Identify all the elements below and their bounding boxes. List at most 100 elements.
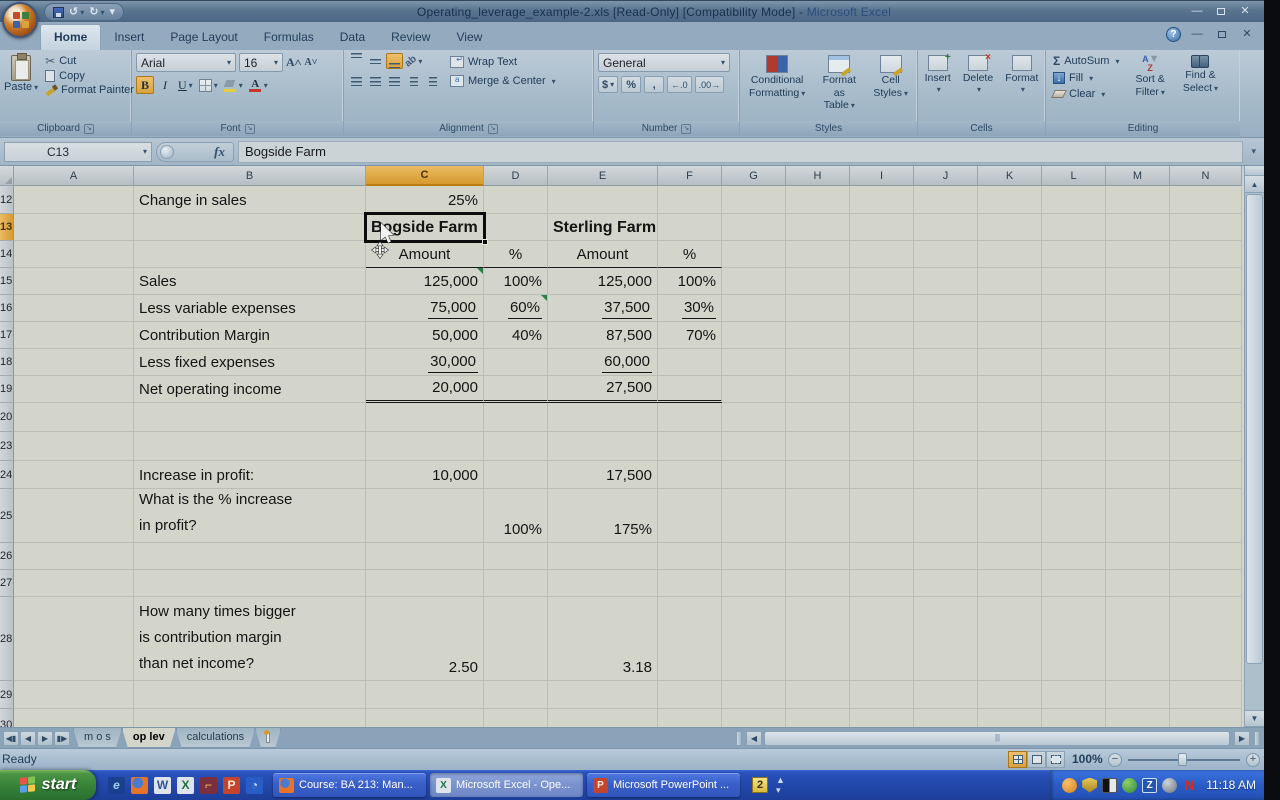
first-sheet-icon[interactable]: ◀▮	[3, 731, 19, 746]
cell-J16[interactable]	[914, 295, 978, 322]
cell-B27[interactable]	[134, 570, 366, 597]
cell-H23[interactable]	[786, 432, 850, 461]
cell-N23[interactable]	[1170, 432, 1242, 461]
cell-D27[interactable]	[484, 570, 548, 597]
cell-H20[interactable]	[786, 403, 850, 432]
row-header-24[interactable]: 24	[0, 461, 14, 489]
cell-M18[interactable]	[1106, 349, 1170, 376]
cell-G30[interactable]	[722, 709, 786, 727]
cell-F15[interactable]: 100%	[658, 268, 722, 295]
cell-D25[interactable]: 100%	[484, 489, 548, 543]
cell-B18[interactable]: Less fixed expenses	[134, 349, 366, 376]
align-top-icon[interactable]	[348, 53, 365, 69]
row-header-18[interactable]: 18	[0, 349, 14, 376]
align-bottom-icon[interactable]	[386, 53, 403, 69]
cell-E24[interactable]: 17,500	[548, 461, 658, 489]
help-icon[interactable]: ?	[1166, 27, 1181, 42]
column-header-K[interactable]: K	[978, 166, 1042, 186]
cell-A12[interactable]	[14, 186, 134, 214]
cell-H17[interactable]	[786, 322, 850, 349]
font-color-button[interactable]: A ▾	[247, 76, 270, 94]
cell-M14[interactable]	[1106, 241, 1170, 268]
cell-E26[interactable]	[548, 543, 658, 570]
cell-D19[interactable]	[484, 376, 548, 403]
row-header-13[interactable]: 13	[0, 214, 14, 241]
cell-B15[interactable]: Sales	[134, 268, 366, 295]
cell-G28[interactable]	[722, 597, 786, 681]
cell-F24[interactable]	[658, 461, 722, 489]
cell-I26[interactable]	[850, 543, 914, 570]
cell-H27[interactable]	[786, 570, 850, 597]
cell-M27[interactable]	[1106, 570, 1170, 597]
cell-F25[interactable]	[658, 489, 722, 543]
customize-qat-icon[interactable]: ▾	[109, 7, 115, 18]
cell-I18[interactable]	[850, 349, 914, 376]
cell-A16[interactable]	[14, 295, 134, 322]
tab-split-resizer[interactable]	[1254, 731, 1260, 746]
horizontal-scroll-thumb[interactable]	[764, 731, 1230, 746]
cell-M17[interactable]	[1106, 322, 1170, 349]
cell-N15[interactable]	[1170, 268, 1242, 295]
cell-L12[interactable]	[1042, 186, 1106, 214]
hide-tray-icons-chevron-icon[interactable]: ▲ ▾	[776, 775, 785, 796]
cell-F18[interactable]	[658, 349, 722, 376]
cell-C26[interactable]	[366, 543, 484, 570]
cell-D14[interactable]: %	[484, 241, 548, 268]
scroll-down-icon[interactable]: ▼	[1245, 710, 1264, 727]
cell-C25[interactable]	[366, 489, 484, 543]
cell-D29[interactable]	[484, 681, 548, 709]
cell-G14[interactable]	[722, 241, 786, 268]
quick-launch-ie-icon[interactable]: e	[108, 777, 125, 794]
column-header-B[interactable]: B	[134, 166, 366, 186]
cell-C27[interactable]	[366, 570, 484, 597]
comma-format-icon[interactable]: ,	[644, 76, 664, 93]
cell-K15[interactable]	[978, 268, 1042, 295]
paste-button[interactable]: Paste▾	[4, 53, 38, 121]
cell-H24[interactable]	[786, 461, 850, 489]
workbook-restore-button[interactable]	[1213, 28, 1231, 42]
java-update-icon[interactable]: 2	[752, 777, 768, 793]
cell-A14[interactable]	[14, 241, 134, 268]
cell-N24[interactable]	[1170, 461, 1242, 489]
office-button[interactable]	[2, 2, 38, 38]
cell-N30[interactable]	[1170, 709, 1242, 727]
clear-button[interactable]: Clear▾	[1050, 87, 1122, 101]
cell-K30[interactable]	[978, 709, 1042, 727]
cell-G16[interactable]	[722, 295, 786, 322]
cell-K19[interactable]	[978, 376, 1042, 403]
cell-N26[interactable]	[1170, 543, 1242, 570]
cell-K16[interactable]	[978, 295, 1042, 322]
cell-E30[interactable]	[548, 709, 658, 727]
cell-N17[interactable]	[1170, 322, 1242, 349]
cell-A13[interactable]	[14, 214, 134, 241]
cell-B23[interactable]	[134, 432, 366, 461]
cell-E23[interactable]	[548, 432, 658, 461]
row-header-23[interactable]: 23	[0, 432, 14, 461]
cell-H18[interactable]	[786, 349, 850, 376]
cell-C17[interactable]: 50,000	[366, 322, 484, 349]
cell-G17[interactable]	[722, 322, 786, 349]
cell-A20[interactable]	[14, 403, 134, 432]
tray-display-icon[interactable]	[1102, 778, 1117, 793]
format-as-table-button[interactable]: Formatas Table▾	[812, 53, 866, 114]
cell-N16[interactable]	[1170, 295, 1242, 322]
cell-A18[interactable]	[14, 349, 134, 376]
number-format-select[interactable]: General▾	[598, 53, 730, 72]
cell-F23[interactable]	[658, 432, 722, 461]
cell-I14[interactable]	[850, 241, 914, 268]
cell-L28[interactable]	[1042, 597, 1106, 681]
cell-G19[interactable]	[722, 376, 786, 403]
cell-I20[interactable]	[850, 403, 914, 432]
sheet-tab-mos[interactable]: m o s	[73, 728, 122, 748]
taskbar-button-powerpoint[interactable]: P Microsoft PowerPoint ...	[587, 773, 740, 797]
formula-bar-expand-icon[interactable]: ▾	[1247, 146, 1260, 157]
cell-M30[interactable]	[1106, 709, 1170, 727]
cell-I27[interactable]	[850, 570, 914, 597]
cell-D28[interactable]	[484, 597, 548, 681]
quick-launch-word-icon[interactable]: W	[154, 777, 171, 794]
cell-E17[interactable]: 87,500	[548, 322, 658, 349]
cell-J19[interactable]	[914, 376, 978, 403]
cell-F17[interactable]: 70%	[658, 322, 722, 349]
zoom-slider-thumb[interactable]	[1178, 753, 1187, 766]
cell-D30[interactable]	[484, 709, 548, 727]
